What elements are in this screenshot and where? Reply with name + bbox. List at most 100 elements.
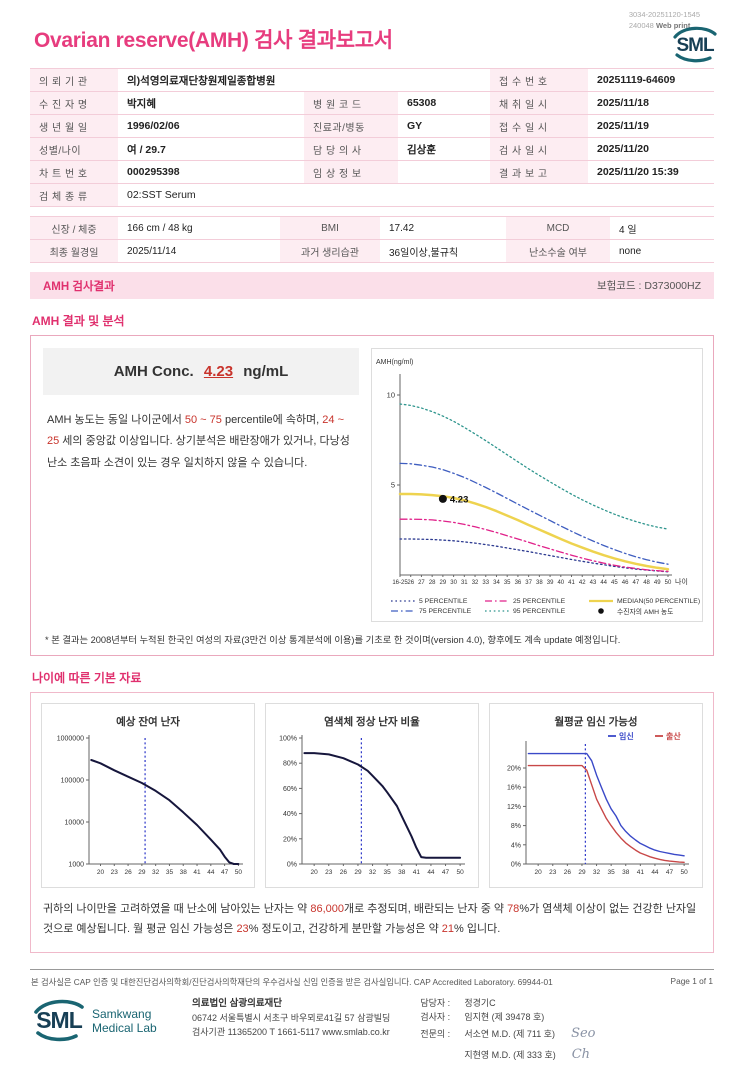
amh-conc-label: AMH Conc. <box>113 363 194 380</box>
table-value: 의)석영의료재단창원제일종합병원 <box>118 69 490 92</box>
highlight-value: 23 <box>236 922 249 935</box>
band-title: AMH 검사결과 <box>43 280 115 293</box>
svg-text:28: 28 <box>429 580 436 586</box>
amh-analysis-box: AMH Conc. 4.23 ng/mL AMH 농도는 동일 나이군에서 50… <box>30 335 714 656</box>
svg-text:50: 50 <box>665 580 672 586</box>
table-label: 난소수술 여부 <box>506 240 610 263</box>
svg-text:27: 27 <box>418 580 425 586</box>
legend-item: 수진자의 AMH 농도 <box>588 606 700 616</box>
table-value: 여 / 29.7 <box>118 138 304 161</box>
svg-text:41: 41 <box>568 580 575 586</box>
table-label: 임 상 정 보 <box>304 161 398 184</box>
vitals-table: 신장 / 체중 166 cm / 48 kg BMI 17.42 MCD 4 일 최종 월경… <box>30 216 714 263</box>
summary-text: 귀하의 나이만을 고려하였을 때 난소에 남아있는 난자는 약 86,000개로… <box>43 900 701 940</box>
org-contact: 검사기관 11365200 T 1661-5117 www.smlab.co.k… <box>192 1027 390 1038</box>
svg-text:35: 35 <box>504 580 511 586</box>
amh-percentile-chart: 5 10 16-25 26 27 28 29 30 31 32 33 34 35 36 37 38 39 40 41… <box>371 348 704 622</box>
svg-text:26: 26 <box>340 869 348 876</box>
table-label: 병 원 코 드 <box>304 92 398 115</box>
table-value: 20251119-64609 <box>588 69 714 92</box>
legend-item: 25 PERCENTILE <box>485 597 566 605</box>
text-segment: 귀하의 나이만을 고려하였을 때 난소에 남아있는 난자는 약 <box>43 903 311 915</box>
svg-text:42: 42 <box>579 580 586 586</box>
svg-text:80%: 80% <box>283 761 297 768</box>
svg-text:44: 44 <box>651 869 659 876</box>
svg-text:출산: 출산 <box>666 731 681 741</box>
svg-text:41: 41 <box>193 869 201 876</box>
table-value: GY <box>398 115 490 138</box>
table-value: 2025/11/20 <box>588 138 714 161</box>
staff-row: 담당자 : 정경기C <box>420 997 496 1008</box>
svg-text:37: 37 <box>525 580 532 586</box>
signature: Ch <box>571 1047 591 1063</box>
svg-text:16%: 16% <box>507 785 521 792</box>
svg-text:39: 39 <box>547 580 554 586</box>
svg-text:31: 31 <box>461 580 468 586</box>
text-segment: % 입니다. <box>454 922 501 935</box>
text-segment: percentile에 속하며, <box>221 414 323 426</box>
section-title-analysis: AMH 결과 및 분석 <box>32 314 125 328</box>
table-label: BMI <box>280 217 380 240</box>
svg-text:43: 43 <box>590 580 597 586</box>
text-segment: AMH 농도는 동일 나이군에서 <box>47 414 185 426</box>
panel-title: 월평균 임신 가능성 <box>554 716 638 728</box>
staff-block: 담당자 : 정경기C 검사자 : 임지현 (제 39478 호) 전문의 : 서소연 M.… <box>420 996 595 1066</box>
table-label: 과거 생리습관 <box>280 240 380 263</box>
svg-text:26: 26 <box>124 869 132 876</box>
table-value: 02:SST Serum <box>118 184 714 207</box>
page-number: Page 1 of 1 <box>670 975 713 986</box>
svg-text:20: 20 <box>535 869 543 876</box>
svg-text:44: 44 <box>600 580 607 586</box>
svg-text:47: 47 <box>221 869 229 876</box>
svg-text:1000: 1000 <box>68 862 84 869</box>
svg-text:30: 30 <box>450 580 457 586</box>
svg-text:41: 41 <box>413 869 421 876</box>
chart-legend: 5 PERCENTILE 25 PERCENTILE MEDIAN(50 PERCE… <box>374 596 700 619</box>
pregnancy-chart-panel: 월평균 임신 가능성 0% 4% 8% 12% 16% 20% 20 23 26 29 32 35 38… <box>489 703 703 888</box>
svg-text:46: 46 <box>622 580 629 586</box>
svg-text:47: 47 <box>666 869 674 876</box>
highlight-value: 21 <box>441 922 455 935</box>
svg-text:60%: 60% <box>283 786 297 793</box>
svg-text:23: 23 <box>111 869 119 876</box>
chart-footnote: * 본 결과는 2008년부터 누적된 한국인 여성의 자료(3만건 이상 통계… <box>45 635 621 645</box>
text-segment: 세의 중앙값 이상입니다. 상기분석은 배란장애가 있거나, 다낭성 난소 초음… <box>47 435 350 469</box>
svg-text:41: 41 <box>637 869 645 876</box>
svg-text:34: 34 <box>493 580 500 586</box>
table-label: 담 당 의 사 <box>304 138 398 161</box>
table-label: 신장 / 체중 <box>30 217 118 240</box>
table-label: 채 취 일 시 <box>490 92 588 115</box>
patient-info-table: 의 뢰 기 관 의)석영의료재단창원제일종합병원 접 수 번 호 20251119-6… <box>30 68 714 207</box>
sml-logo-large: SML Samkwang Medical Lab <box>30 996 176 1049</box>
svg-text:100000: 100000 <box>61 778 84 785</box>
text-segment: % 정도이고, 건강하게 분만할 가능성은 약 <box>248 922 442 935</box>
table-label: 접 수 일 시 <box>490 115 588 138</box>
print-meta: 3034-20251120-1545 240048 Web print <box>629 10 700 31</box>
svg-text:32: 32 <box>472 580 479 586</box>
table-label: 최종 월경일 <box>30 240 118 263</box>
svg-text:20%: 20% <box>507 766 521 773</box>
svg-text:47: 47 <box>442 869 450 876</box>
table-label: 차 트 번 호 <box>30 161 118 184</box>
page-title: Ovarian reserve(AMH) 검사 결과보고서 <box>34 29 393 52</box>
svg-text:29: 29 <box>138 869 146 876</box>
svg-text:임신: 임신 <box>619 731 634 741</box>
table-value: 166 cm / 48 kg <box>118 217 280 240</box>
svg-text:32: 32 <box>593 869 601 876</box>
table-label: 검 사 일 시 <box>490 138 588 161</box>
svg-text:16-25: 16-25 <box>392 580 408 586</box>
svg-text:35: 35 <box>608 869 616 876</box>
amh-result-band: AMH 검사결과 보험코드 : D373000HZ <box>30 272 714 299</box>
table-value: none <box>610 240 714 263</box>
panel-title: 염색체 정상 난자 비율 <box>324 716 420 728</box>
normal-egg-ratio-panel: 염색체 정상 난자 비율 0% 20% 40% 60% 80% 100% 20 23 26 29 3… <box>265 703 479 888</box>
table-value: 2025/11/18 <box>588 92 714 115</box>
svg-text:4%: 4% <box>511 842 521 849</box>
report-header: Ovarian reserve(AMH) 검사 결과보고서 3034-20251… <box>30 0 717 68</box>
staff-row: 검사자 : 임지현 (제 39478 호) <box>420 1011 545 1022</box>
section-title-basic: 나이에 따른 기본 자료 <box>32 671 142 685</box>
table-label: 검 체 종 류 <box>30 184 118 207</box>
cap-certification: 본 검사실은 CAP 인증 및 대한진단검사의학회/진단검사의학재단의 우수검사… <box>31 976 553 987</box>
svg-text:12%: 12% <box>507 804 521 811</box>
svg-text:35: 35 <box>384 869 392 876</box>
